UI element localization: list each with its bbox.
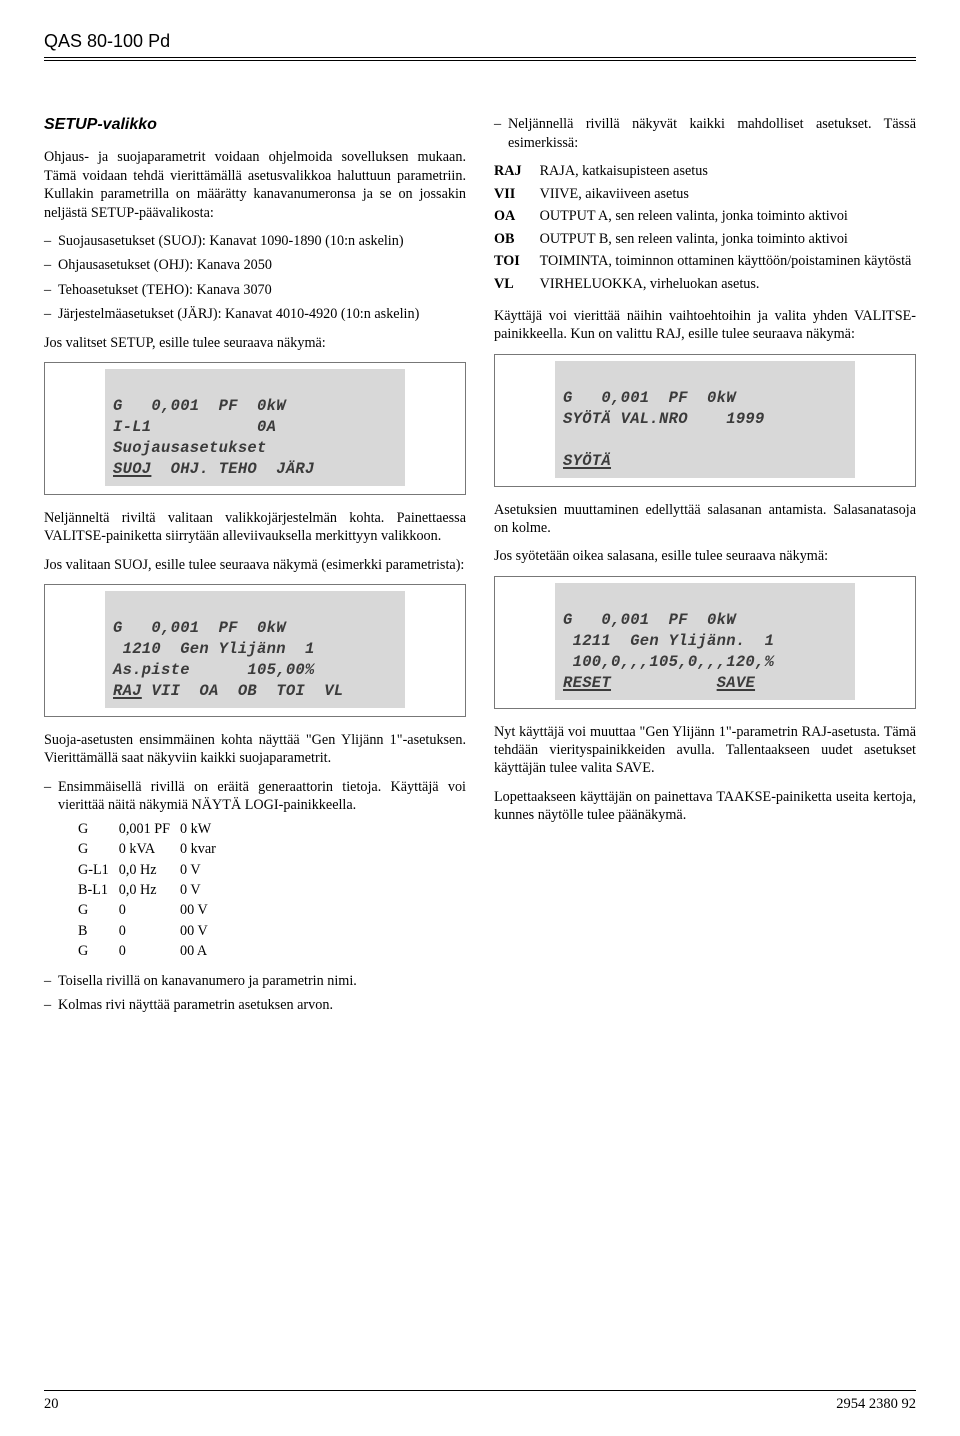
running-header: QAS 80-100 Pd <box>44 30 916 53</box>
lcd-selected: RAJ <box>113 682 142 700</box>
table-row: VIIVIIVE, aikaviiveen asetus <box>494 185 915 207</box>
table-row: G-L10,0 Hz0 V <box>78 860 226 880</box>
table-row: G000 V <box>78 900 226 920</box>
paragraph: Jos syötetään oikea salasana, esille tul… <box>494 547 916 565</box>
header-rule-thin <box>44 60 916 61</box>
lcd-screenshot-1: G 0,001 PF 0kW I-L1 0A Suojausasetukset … <box>44 362 466 495</box>
lcd-line: G 0,001 PF 0kW <box>563 389 736 407</box>
list-item: Ensimmäisellä rivillä on eräitä generaat… <box>44 778 466 962</box>
lcd-screenshot-3: G 0,001 PF 0kW SYÖTÄ VAL.NRO 1999 SYÖTÄ <box>494 354 916 487</box>
paragraph: Lopettaakseen käyttäjän on painettava TA… <box>494 788 916 825</box>
lcd-line: Suojausasetukset <box>113 439 267 457</box>
table-row: OAOUTPUT A, sen releen valinta, jonka to… <box>494 207 915 229</box>
page-footer: 20 2954 2380 92 <box>44 1390 916 1414</box>
lcd-selected: SYÖTÄ <box>563 452 611 470</box>
table-row: VLVIRHELUOKKA, virheluokan asetus. <box>494 275 915 297</box>
left-column: SETUP-valikko Ohjaus- ja suojaparametrit… <box>44 115 466 1024</box>
lcd-line: 1210 Gen Ylijänn 1 <box>113 640 315 658</box>
list-item: Toisella rivillä on kanavanumero ja para… <box>44 972 466 990</box>
page-number: 20 <box>44 1395 59 1414</box>
lcd-screenshot-2: G 0,001 PF 0kW 1210 Gen Ylijänn 1 As.pis… <box>44 584 466 717</box>
paragraph: Neljänneltä riviltä valitaan valikkojärj… <box>44 509 466 546</box>
table-row: OBOUTPUT B, sen releen valinta, jonka to… <box>494 230 915 252</box>
mainmenu-list: Suojausasetukset (SUOJ): Kanavat 1090-18… <box>44 232 466 324</box>
lcd-line: OHJ. TEHO JÄRJ <box>151 460 314 478</box>
list-item: Järjestelmäasetukset (JÄRJ): Kanavat 401… <box>44 305 466 323</box>
lcd-line: G 0,001 PF 0kW <box>113 397 286 415</box>
header-rule-thick <box>44 57 916 58</box>
table-row: B000 V <box>78 921 226 941</box>
table-row: G0 kVA0 kvar <box>78 839 226 859</box>
paragraph: Asetuksien muuttaminen edellyttää salasa… <box>494 501 916 538</box>
list-item-text: Ensimmäisellä rivillä on eräitä generaat… <box>58 779 466 813</box>
definition-table: RAJRAJA, katkaisupisteen asetus VIIVIIVE… <box>494 162 915 297</box>
lcd-line <box>563 431 573 449</box>
paragraph: Käyttäjä voi vierittää näihin vaihtoehto… <box>494 307 916 344</box>
section-title: SETUP-valikko <box>44 115 466 136</box>
lcd-line: VII OA OB TOI VL <box>142 682 344 700</box>
lcd-line: As.piste 105,00% <box>113 661 315 679</box>
lcd-screenshot-4: G 0,001 PF 0kW 1211 Gen Ylijänn. 1 100,0… <box>494 576 916 709</box>
right-column: Neljännellä rivillä näkyvät kaikki mahdo… <box>494 115 916 1024</box>
lcd-line: G 0,001 PF 0kW <box>563 611 736 629</box>
list-item: Ohjausasetukset (OHJ): Kanava 2050 <box>44 256 466 274</box>
lcd-line <box>611 674 717 692</box>
paragraph: Jos valitaan SUOJ, esille tulee seuraava… <box>44 556 466 574</box>
list-item: Neljännellä rivillä näkyvät kaikki mahdo… <box>494 115 916 152</box>
list-item-text: Neljännellä rivillä näkyvät kaikki mahdo… <box>508 116 916 150</box>
lcd-selected: SUOJ <box>113 460 151 478</box>
doc-number: 2954 2380 92 <box>836 1395 916 1414</box>
paragraph: Suoja-asetusten ensimmäinen kohta näyttä… <box>44 731 466 768</box>
lcd-line: 100,0,,,105,0,,,120,% <box>563 653 774 671</box>
paragraph: Jos valitset SETUP, esille tulee seuraav… <box>44 334 466 352</box>
intro-paragraph: Ohjaus- ja suojaparametrit voidaan ohjel… <box>44 148 466 222</box>
list-item: Kolmas rivi näyttää parametrin asetuksen… <box>44 996 466 1014</box>
lcd-line: G 0,001 PF 0kW <box>113 619 286 637</box>
table-row: RAJRAJA, katkaisupisteen asetus <box>494 162 915 184</box>
generator-info-table: G0,001 PF0 kW G0 kVA0 kvar G-L10,0 Hz0 V… <box>78 819 226 962</box>
row-desc-list: Ensimmäisellä rivillä on eräitä generaat… <box>44 778 466 1015</box>
list-item: Suojausasetukset (SUOJ): Kanavat 1090-18… <box>44 232 466 250</box>
right-intro-list: Neljännellä rivillä näkyvät kaikki mahdo… <box>494 115 916 152</box>
table-row: B-L10,0 Hz0 V <box>78 880 226 900</box>
lcd-line: 1211 Gen Ylijänn. 1 <box>563 632 774 650</box>
lcd-line: SYÖTÄ VAL.NRO 1999 <box>563 410 765 428</box>
table-row: G0,001 PF0 kW <box>78 819 226 839</box>
lcd-line: I-L1 0A <box>113 418 276 436</box>
lcd-reset: RESET <box>563 674 611 692</box>
lcd-save: SAVE <box>717 674 755 692</box>
table-row: G000 A <box>78 941 226 961</box>
table-row: TOITOIMINTA, toiminnon ottaminen käyttöö… <box>494 252 915 274</box>
paragraph: Nyt käyttäjä voi muuttaa "Gen Ylijänn 1"… <box>494 723 916 778</box>
list-item: Tehoasetukset (TEHO): Kanava 3070 <box>44 281 466 299</box>
